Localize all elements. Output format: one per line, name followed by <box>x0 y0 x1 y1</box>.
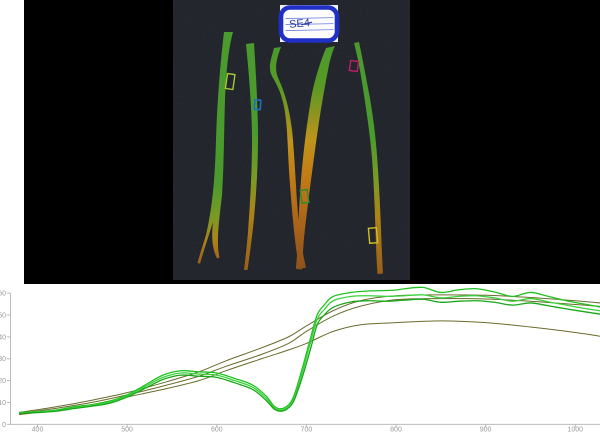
svg-text:40: 40 <box>0 334 6 341</box>
svg-text:30: 30 <box>0 356 6 363</box>
svg-text:0: 0 <box>2 422 6 429</box>
svg-text:20: 20 <box>0 378 6 385</box>
svg-text:1000: 1000 <box>568 427 584 432</box>
svg-text:10: 10 <box>0 400 6 407</box>
svg-text:800: 800 <box>390 427 402 432</box>
svg-text:600: 600 <box>211 427 223 432</box>
svg-text:SE4: SE4 <box>289 17 311 31</box>
svg-text:700: 700 <box>301 427 313 432</box>
svg-text:500: 500 <box>121 427 133 432</box>
svg-text:400: 400 <box>32 427 44 432</box>
svg-text:900: 900 <box>480 427 492 432</box>
svg-text:50: 50 <box>0 312 6 319</box>
svg-text:60: 60 <box>0 291 6 298</box>
